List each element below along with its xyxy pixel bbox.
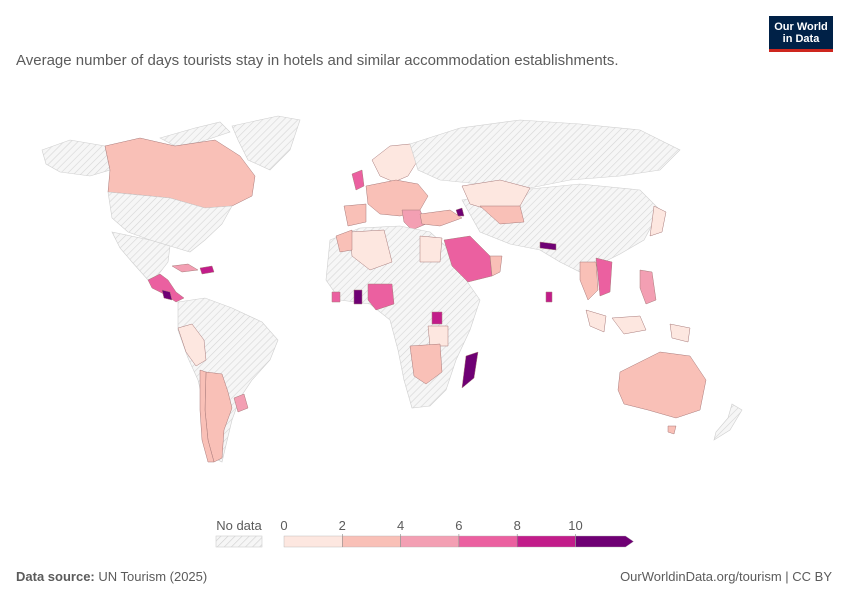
south-america[interactable] bbox=[177, 297, 279, 463]
dominican-republic[interactable] bbox=[199, 265, 215, 275]
nigeria[interactable] bbox=[367, 283, 395, 311]
legend-bin-5[interactable] bbox=[575, 535, 634, 548]
malaysia[interactable] bbox=[585, 309, 607, 333]
data-source-value: UN Tourism (2025) bbox=[98, 569, 208, 584]
arctic-islands[interactable] bbox=[159, 121, 231, 147]
united-kingdom[interactable] bbox=[351, 169, 365, 191]
data-source: Data source: UN Tourism (2025) bbox=[16, 569, 207, 584]
russia[interactable] bbox=[409, 119, 681, 189]
vietnam-laos[interactable] bbox=[595, 257, 613, 297]
nepal[interactable] bbox=[539, 241, 557, 251]
legend: No data 0 2 4 6 8 10 bbox=[215, 518, 634, 548]
cuba[interactable] bbox=[171, 263, 199, 273]
logo-line-1: Our World bbox=[774, 21, 828, 33]
tanzania[interactable] bbox=[427, 325, 449, 347]
chart-subtitle: Average number of days tourists stay in … bbox=[16, 52, 619, 69]
legend-tick-6: 6 bbox=[455, 518, 462, 533]
alaska[interactable] bbox=[41, 139, 111, 177]
legend-bin-4[interactable] bbox=[517, 535, 576, 548]
legend-tick-2: 2 bbox=[339, 518, 346, 533]
iberia[interactable] bbox=[343, 203, 367, 227]
legend-tick-4: 4 bbox=[397, 518, 404, 533]
madagascar[interactable] bbox=[461, 351, 479, 389]
tasmania[interactable] bbox=[667, 425, 677, 435]
uganda[interactable] bbox=[431, 311, 443, 325]
chile[interactable] bbox=[199, 369, 215, 463]
new-zealand[interactable] bbox=[713, 403, 743, 441]
world-map bbox=[41, 115, 743, 463]
united-states[interactable] bbox=[107, 191, 233, 253]
owid-logo[interactable]: Our World in Data bbox=[769, 16, 833, 52]
japan[interactable] bbox=[649, 205, 667, 237]
url-license[interactable]: OurWorldinData.org/tourism | CC BY bbox=[620, 569, 832, 584]
australia[interactable] bbox=[617, 351, 707, 419]
sri-lanka[interactable] bbox=[545, 291, 553, 303]
brazil-south[interactable] bbox=[233, 393, 249, 413]
turkey[interactable] bbox=[419, 209, 463, 227]
legend-tick-10: 10 bbox=[568, 518, 582, 533]
myanmar-thailand[interactable] bbox=[579, 261, 599, 301]
central-america[interactable] bbox=[147, 273, 185, 303]
scandinavia[interactable] bbox=[371, 143, 419, 183]
algeria[interactable] bbox=[349, 229, 393, 271]
philippines[interactable] bbox=[639, 269, 657, 305]
indonesia[interactable] bbox=[611, 315, 647, 335]
greenland[interactable] bbox=[231, 115, 301, 171]
legend-tick-8: 8 bbox=[514, 518, 521, 533]
morocco[interactable] bbox=[335, 229, 353, 253]
central-asia[interactable] bbox=[479, 205, 525, 225]
oman[interactable] bbox=[489, 255, 503, 277]
legend-tick-0: 0 bbox=[280, 518, 287, 533]
legend-no-data-label: No data bbox=[216, 518, 262, 533]
armenia[interactable] bbox=[455, 207, 465, 217]
legend-bin-2[interactable] bbox=[400, 535, 460, 548]
legend-bins bbox=[283, 535, 634, 548]
egypt[interactable] bbox=[419, 235, 443, 263]
costa-rica[interactable] bbox=[161, 289, 173, 301]
papua[interactable] bbox=[669, 323, 691, 343]
legend-ticks: 0 2 4 6 8 10 bbox=[280, 518, 583, 547]
legend-bin-3[interactable] bbox=[458, 535, 518, 548]
ivory-coast[interactable] bbox=[331, 291, 341, 303]
southern-africa[interactable] bbox=[409, 343, 443, 385]
ghana[interactable] bbox=[353, 289, 363, 305]
logo-line-2: in Data bbox=[782, 33, 820, 45]
legend-bin-0[interactable] bbox=[283, 535, 343, 548]
data-source-label: Data source: bbox=[16, 569, 95, 584]
peru[interactable] bbox=[177, 323, 207, 367]
logo-accent-bar bbox=[769, 49, 833, 52]
legend-bin-1[interactable] bbox=[342, 535, 401, 548]
legend-no-data-swatch bbox=[215, 535, 263, 548]
